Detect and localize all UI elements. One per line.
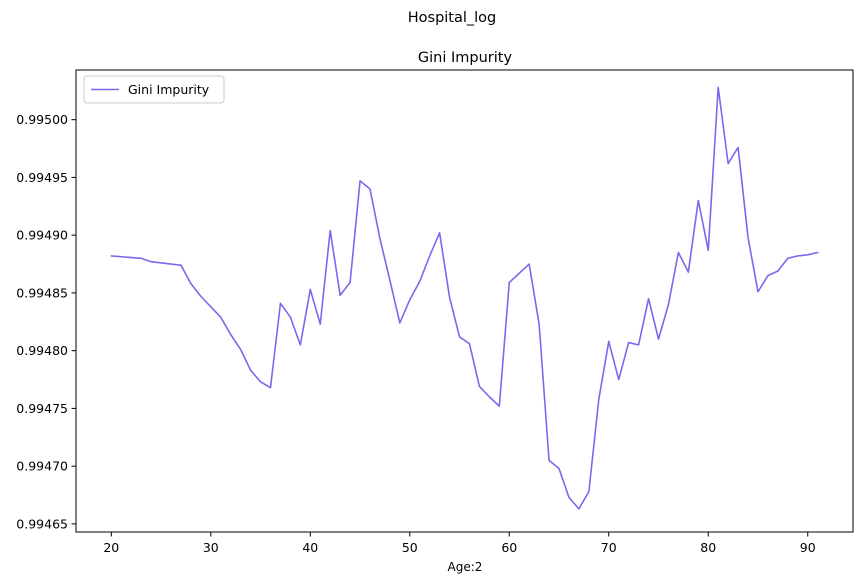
x-tick-label: 20 <box>103 540 119 555</box>
x-tick-label: 80 <box>700 540 716 555</box>
legend-label: Gini Impurity <box>128 82 210 97</box>
x-tick-label: 90 <box>800 540 816 555</box>
y-tick-label: 0.99470 <box>16 459 68 474</box>
legend: Gini Impurity <box>83 75 225 104</box>
legend-frame <box>83 75 225 104</box>
y-tick-label: 0.99475 <box>16 401 68 416</box>
x-axis-label: Age:2 <box>448 560 483 574</box>
y-tick-label: 0.99465 <box>16 516 68 531</box>
series-line-0 <box>110 86 819 510</box>
plot-area: 20 30 40 50 60 70 80 90 0.99465 0.99470 0.99475 0.9… <box>16 69 854 555</box>
x-tick-label: 40 <box>302 540 318 555</box>
chart-title: Gini Impurity <box>418 50 513 66</box>
figure-suptitle: Hospital_log <box>408 10 497 26</box>
y-tick-label: 0.99490 <box>16 228 68 243</box>
y-tick-label: 0.99485 <box>16 285 68 300</box>
y-tick-label: 0.99500 <box>16 112 68 127</box>
x-tick-label: 30 <box>203 540 219 555</box>
y-tick-label: 0.99495 <box>16 170 68 185</box>
x-tick-label: 60 <box>501 540 517 555</box>
axes-frame <box>75 69 854 533</box>
y-tick-label: 0.99480 <box>16 343 68 358</box>
x-tick-label: 70 <box>601 540 617 555</box>
x-tick-label: 50 <box>402 540 418 555</box>
